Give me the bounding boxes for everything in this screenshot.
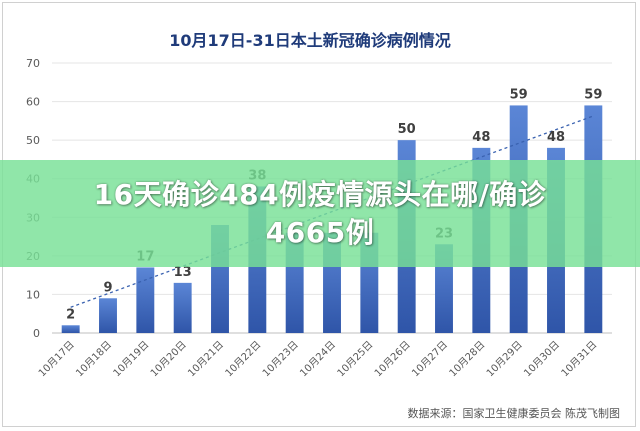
data-label: 2 [66, 307, 75, 322]
bar [136, 267, 155, 333]
source-note: 数据来源：国家卫生健康委员会 陈茂飞制图 [407, 407, 621, 420]
y-tick-label: 60 [26, 96, 40, 109]
data-label: 13 [174, 265, 192, 280]
bar [173, 282, 192, 333]
data-label: 59 [584, 87, 602, 102]
y-tick-label: 70 [26, 57, 40, 70]
x-tick-label: 10月24日 [297, 339, 338, 380]
x-tick-label: 10月18日 [73, 339, 114, 380]
overlay-banner: 16天确诊484例疫情源头在哪/确诊 4665例 [0, 160, 640, 267]
x-tick-label: 10月30日 [521, 339, 562, 380]
x-tick-label: 10月20日 [148, 339, 189, 380]
data-label: 59 [510, 87, 528, 102]
data-label: 48 [547, 130, 565, 145]
data-label: 50 [398, 122, 416, 137]
x-tick-label: 10月25日 [335, 339, 376, 380]
y-tick-label: 10 [26, 288, 40, 301]
x-tick-label: 10月29日 [484, 339, 525, 380]
x-tick-label: 10月17日 [36, 339, 77, 380]
data-label: 48 [472, 130, 490, 145]
x-tick-label: 10月23日 [260, 339, 301, 380]
x-tick-label: 10月21日 [185, 339, 226, 380]
x-tick-label: 10月27日 [409, 339, 450, 380]
y-tick-label: 50 [26, 134, 40, 147]
data-label: 9 [103, 280, 112, 295]
banner-line-1: 16天确诊484例疫情源头在哪/确诊 [93, 177, 547, 211]
x-tick-label: 10月19日 [111, 339, 152, 380]
chart-title: 10月17日-31日本土新冠确诊病例情况 [169, 31, 450, 50]
banner-line-2: 4665例 [265, 215, 375, 249]
x-tick-label: 10月31日 [559, 339, 600, 380]
x-axis-ticks: 10月17日10月18日10月19日10月20日10月21日10月22日10月2… [36, 339, 599, 380]
bar [61, 325, 80, 333]
x-tick-label: 10月22日 [223, 339, 264, 380]
y-tick-label: 0 [33, 327, 40, 340]
x-tick-label: 10月26日 [372, 339, 413, 380]
bar [99, 298, 117, 333]
x-tick-label: 10月28日 [447, 339, 488, 380]
